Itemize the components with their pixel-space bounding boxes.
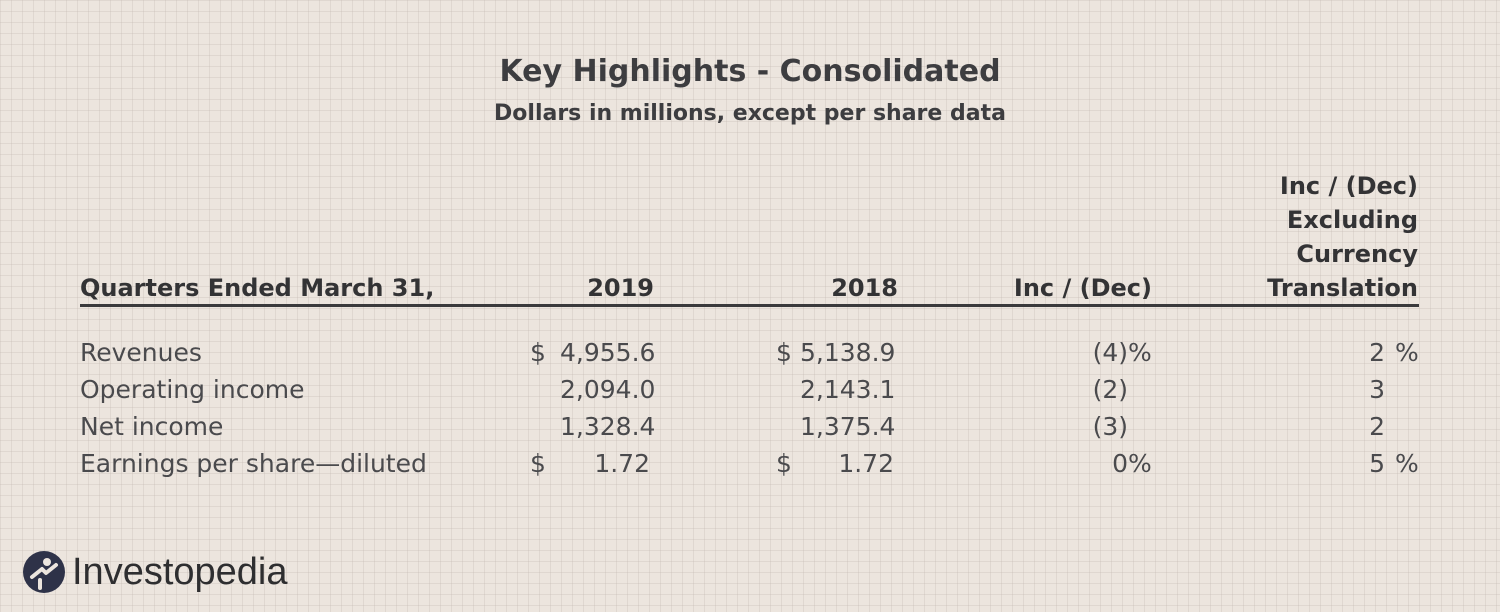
investopedia-logo-icon bbox=[23, 551, 65, 593]
header-period-label: Quarters Ended March 31, bbox=[80, 274, 435, 302]
excl-currency-value: 3 bbox=[1369, 375, 1385, 404]
page-title: Key Highlights - Consolidated bbox=[499, 54, 1001, 89]
value-2018: 1.72 bbox=[838, 449, 894, 478]
header-inc-dec-excluding-currency: Inc / (Dec) Excluding Currency Translati… bbox=[1267, 172, 1418, 302]
header-inc-dec: Inc / (Dec) bbox=[1013, 274, 1152, 302]
dollar-sign: $ bbox=[530, 449, 546, 478]
inc-dec-value: 0 bbox=[1112, 449, 1128, 478]
row-label: Operating income bbox=[80, 375, 305, 404]
value-2019: 4,955.6 bbox=[560, 338, 656, 367]
percent-sign: % bbox=[1128, 338, 1152, 367]
dollar-sign: $ bbox=[776, 449, 792, 478]
logo-wordmark: Investopedia bbox=[72, 550, 288, 593]
value-2018: 1,375.4 bbox=[800, 412, 896, 441]
excl-currency-value: 5 bbox=[1369, 449, 1385, 478]
percent-sign: % bbox=[1128, 449, 1152, 478]
inc-dec-value: (4) bbox=[1092, 338, 1128, 367]
header-2018: 2018 bbox=[831, 274, 898, 302]
excl-currency-value: 2 bbox=[1369, 412, 1385, 441]
percent-sign: % bbox=[1395, 338, 1419, 367]
row-label: Revenues bbox=[80, 338, 202, 367]
page-subtitle: Dollars in millions, except per share da… bbox=[494, 101, 1006, 126]
inc-dec-value: (3) bbox=[1092, 412, 1128, 441]
row-label: Earnings per share—diluted bbox=[80, 449, 427, 478]
header-2019: 2019 bbox=[587, 274, 654, 302]
percent-sign: % bbox=[1395, 449, 1419, 478]
value-2019: 1,328.4 bbox=[560, 412, 656, 441]
value-2019: 1.72 bbox=[594, 449, 650, 478]
inc-dec-value: (2) bbox=[1092, 375, 1128, 404]
value-2018: 5,138.9 bbox=[800, 338, 896, 367]
row-label: Net income bbox=[80, 412, 224, 441]
value-2018: 2,143.1 bbox=[800, 375, 896, 404]
dollar-sign: $ bbox=[530, 338, 546, 367]
header-divider bbox=[80, 304, 1419, 307]
excl-currency-value: 2 bbox=[1369, 338, 1385, 367]
investopedia-logo[interactable]: Investopedia bbox=[22, 545, 288, 599]
dollar-sign: $ bbox=[776, 338, 792, 367]
value-2019: 2,094.0 bbox=[560, 375, 656, 404]
